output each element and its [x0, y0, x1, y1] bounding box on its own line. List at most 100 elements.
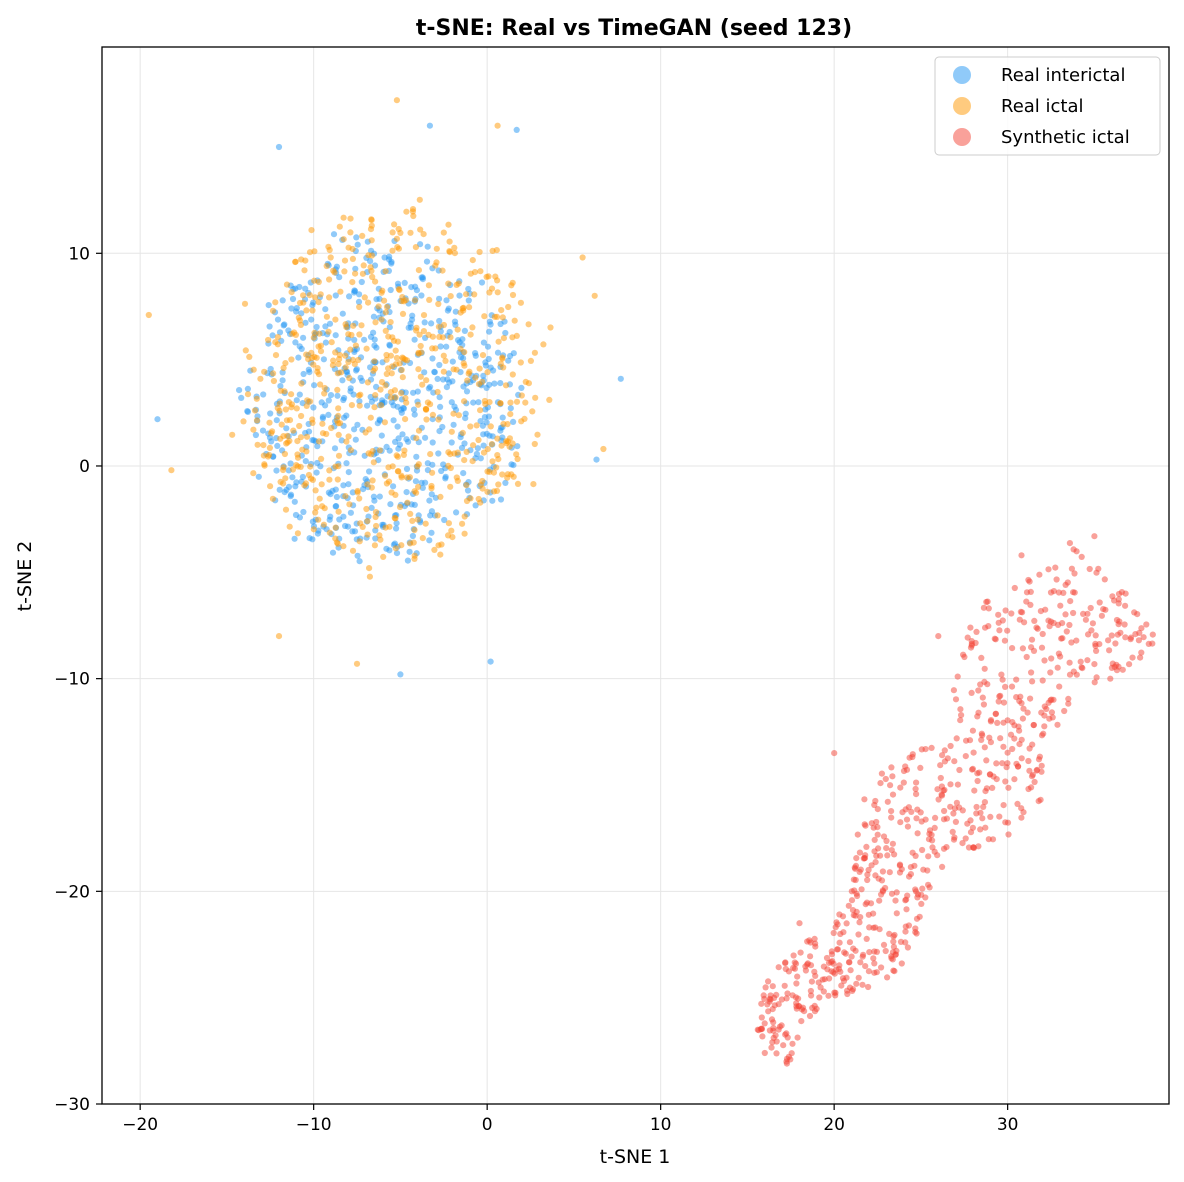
data-point — [414, 388, 421, 395]
data-point — [1059, 635, 1066, 642]
data-point — [938, 791, 945, 798]
data-point — [467, 270, 474, 277]
data-point — [339, 310, 346, 317]
data-point — [372, 508, 380, 516]
data-point — [301, 482, 308, 489]
data-point — [502, 479, 509, 486]
data-point — [349, 489, 356, 496]
chart-title: t-SNE: Real vs TimeGAN (seed 123) — [416, 16, 852, 41]
data-point — [315, 371, 323, 378]
data-point — [336, 356, 343, 363]
data-point — [1038, 762, 1045, 769]
data-point — [376, 416, 383, 423]
data-point — [500, 335, 507, 342]
data-point — [981, 744, 988, 751]
data-point — [288, 305, 295, 312]
data-point — [440, 229, 447, 236]
data-point — [918, 818, 925, 825]
data-point — [419, 484, 426, 491]
data-point — [402, 416, 409, 423]
data-point — [877, 780, 884, 787]
data-point — [617, 375, 624, 382]
data-point — [406, 548, 413, 555]
data-point — [1136, 629, 1143, 637]
data-point — [440, 352, 447, 359]
data-point — [443, 384, 450, 391]
data-point — [1011, 584, 1018, 592]
data-point — [995, 619, 1002, 626]
data-point — [322, 339, 329, 346]
data-point — [507, 405, 514, 412]
data-point — [513, 126, 520, 133]
data-point — [762, 984, 769, 991]
data-point — [1113, 616, 1121, 624]
data-point — [399, 310, 407, 317]
data-point — [454, 326, 461, 333]
data-point — [323, 313, 330, 320]
data-point — [479, 422, 486, 429]
data-point — [307, 475, 315, 482]
data-point — [1062, 611, 1069, 618]
data-point — [409, 532, 416, 540]
data-point — [300, 370, 307, 378]
data-point — [314, 443, 321, 450]
data-point — [893, 889, 900, 896]
data-point — [830, 929, 837, 937]
data-point — [447, 451, 454, 458]
data-point — [471, 291, 478, 298]
data-point — [1019, 715, 1026, 722]
data-point — [1066, 659, 1073, 666]
data-point — [394, 423, 401, 430]
data-point — [992, 710, 999, 718]
data-point — [388, 258, 395, 265]
data-point — [957, 706, 964, 713]
data-point — [775, 1026, 782, 1033]
legend-label: Synthetic ictal — [1001, 127, 1130, 148]
data-point — [461, 398, 468, 405]
data-point — [302, 458, 309, 465]
data-point — [399, 374, 406, 381]
data-point — [902, 763, 909, 770]
data-point — [534, 431, 541, 438]
data-point — [346, 293, 353, 300]
data-point — [525, 321, 532, 328]
data-point — [275, 143, 283, 151]
data-point — [510, 350, 517, 357]
data-point — [381, 419, 388, 426]
data-point — [954, 673, 961, 680]
data-point — [274, 334, 281, 341]
data-point — [806, 1012, 814, 1020]
data-point — [365, 450, 372, 457]
data-point — [280, 322, 287, 329]
data-point — [340, 214, 347, 221]
data-point — [853, 855, 860, 862]
data-point — [505, 357, 512, 364]
data-point — [381, 297, 388, 304]
data-point — [1078, 664, 1085, 671]
data-point — [356, 398, 363, 405]
data-point — [298, 412, 305, 420]
data-point — [1143, 621, 1150, 628]
data-point — [899, 809, 906, 816]
data-point — [454, 449, 461, 456]
x-tick-label: −20 — [122, 1115, 158, 1135]
data-point — [1045, 566, 1052, 573]
data-point — [509, 371, 516, 378]
data-point — [273, 467, 280, 474]
data-point — [489, 247, 496, 254]
data-point — [1016, 727, 1023, 734]
data-point — [389, 463, 396, 470]
data-point — [395, 435, 402, 442]
data-point — [820, 963, 828, 970]
data-point — [320, 521, 327, 528]
data-point — [389, 229, 396, 236]
data-point — [371, 404, 378, 411]
data-point — [504, 438, 511, 445]
data-point — [447, 334, 454, 341]
data-point — [505, 303, 512, 311]
data-point — [825, 992, 832, 999]
data-point — [370, 329, 377, 336]
data-point — [388, 370, 395, 377]
data-point — [436, 394, 443, 401]
data-point — [1038, 768, 1045, 775]
